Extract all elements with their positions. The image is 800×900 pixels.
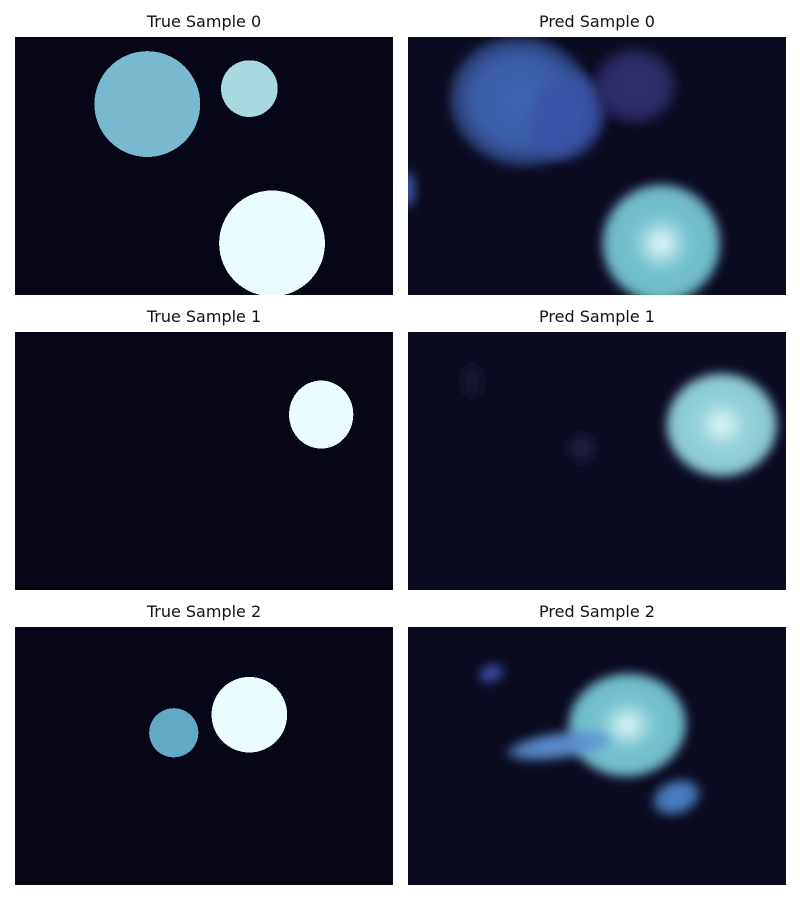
panel-title-true-0: True Sample 0 — [146, 12, 262, 31]
heatmap-pred-sample-0 — [408, 37, 786, 295]
heatmap-blob — [593, 48, 677, 124]
heatmap-blob — [566, 432, 597, 464]
heatmap-blob — [566, 672, 688, 779]
heatmap-blob — [289, 380, 354, 449]
panel-title-true-1: True Sample 1 — [146, 307, 262, 326]
heatmap-background — [15, 37, 393, 295]
heatmap-blob — [652, 779, 701, 816]
heatmap-canvas — [15, 37, 393, 295]
heatmap-blob — [527, 72, 607, 162]
heatmap-background — [15, 332, 393, 590]
heatmap-blob — [478, 663, 505, 684]
heatmap-blob — [600, 182, 722, 295]
heatmap-blob — [221, 60, 278, 117]
panel-title-pred-0: Pred Sample 0 — [539, 12, 655, 31]
heatmap-canvas — [408, 37, 786, 295]
heatmap-blob — [506, 730, 612, 761]
panel-title-pred-2: Pred Sample 2 — [539, 602, 655, 621]
heatmap-blob — [94, 51, 201, 157]
heatmap-canvas — [408, 627, 786, 885]
heatmap-true-sample-0 — [15, 37, 393, 295]
heatmap-blob — [460, 362, 484, 400]
heatmap-blob — [408, 170, 416, 209]
heatmap-true-sample-1 — [15, 332, 393, 590]
heatmap-blob — [665, 371, 779, 478]
heatmap-background — [15, 627, 393, 885]
heatmap-pred-sample-2 — [408, 627, 786, 885]
heatmap-pred-sample-1 — [408, 332, 786, 590]
heatmap-blob — [211, 676, 288, 753]
heatmap-canvas — [408, 332, 786, 590]
heatmap-true-sample-2 — [15, 627, 393, 885]
heatmap-blob — [149, 708, 199, 758]
heatmap-blob — [219, 190, 325, 295]
heatmap-canvas — [15, 332, 393, 590]
heatmap-canvas — [15, 627, 393, 885]
panel-title-pred-1: Pred Sample 1 — [539, 307, 655, 326]
panel-title-true-2: True Sample 2 — [146, 602, 262, 621]
